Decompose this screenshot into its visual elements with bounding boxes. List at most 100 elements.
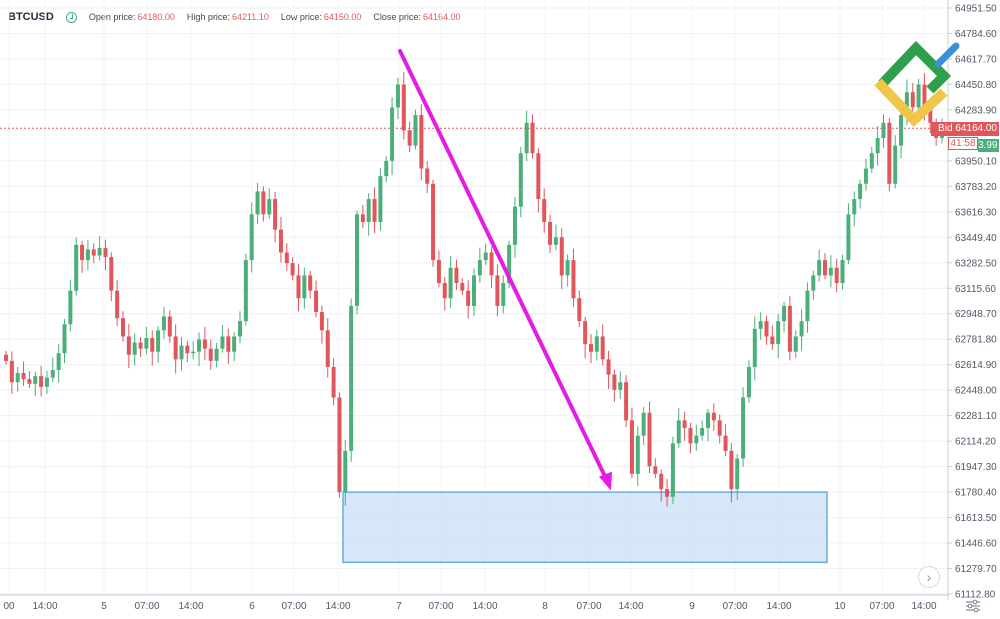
candle-body bbox=[390, 107, 395, 161]
settings-icon[interactable] bbox=[964, 598, 982, 614]
candle-body bbox=[255, 191, 260, 215]
candle-body bbox=[676, 420, 681, 444]
y-tick-label: 64283.90 bbox=[955, 105, 997, 116]
candle-body bbox=[214, 348, 219, 361]
y-tick-label: 62781.80 bbox=[955, 335, 997, 346]
candle-body bbox=[916, 84, 921, 108]
candle-body bbox=[425, 168, 430, 184]
candle-body bbox=[56, 353, 61, 371]
candle-body bbox=[817, 260, 822, 276]
candle-body bbox=[875, 137, 880, 154]
candle-body bbox=[232, 336, 237, 352]
x-tick-label: 14:00 bbox=[911, 601, 936, 612]
candle-body bbox=[349, 305, 354, 451]
candle-body bbox=[401, 84, 406, 131]
y-tick-label: 63282.50 bbox=[955, 258, 997, 269]
candle-body bbox=[197, 339, 202, 352]
candle-body bbox=[337, 397, 342, 493]
candle-body bbox=[746, 366, 751, 398]
candle-body bbox=[466, 290, 471, 306]
candle-body bbox=[670, 443, 675, 497]
candle-body bbox=[729, 450, 734, 490]
candle-body bbox=[823, 260, 827, 276]
y-tick-label: 63950.10 bbox=[955, 156, 997, 167]
candle-body bbox=[787, 305, 792, 352]
y-tick-label: 62281.10 bbox=[955, 411, 997, 422]
y-tick-label: 62614.90 bbox=[955, 360, 997, 371]
candle-body bbox=[805, 290, 810, 322]
x-tick-label: 9 bbox=[689, 601, 695, 612]
candle-timer: 41:58 bbox=[948, 137, 978, 150]
candle-body bbox=[717, 420, 722, 436]
candle-body bbox=[366, 199, 371, 222]
candle-body bbox=[448, 267, 453, 299]
candle-body bbox=[74, 244, 79, 291]
candle-body bbox=[68, 290, 73, 325]
candle-body bbox=[887, 122, 892, 184]
y-tick-label: 61613.50 bbox=[955, 513, 997, 524]
symbol-label[interactable]: BTCUSD bbox=[8, 11, 54, 23]
candle-body bbox=[296, 275, 301, 299]
candle-body bbox=[121, 318, 125, 337]
x-tick-label: 14:00 bbox=[618, 601, 643, 612]
candle-body bbox=[126, 336, 131, 355]
candle-body bbox=[752, 328, 757, 367]
candle-body bbox=[372, 199, 377, 222]
candle-body bbox=[659, 473, 664, 490]
high-price-value: 64211.10 bbox=[231, 12, 269, 22]
y-tick-label: 63115.60 bbox=[955, 284, 996, 295]
candle-body bbox=[723, 435, 728, 451]
candle-body bbox=[419, 115, 424, 169]
candle-body bbox=[770, 336, 775, 345]
candle-body bbox=[764, 321, 769, 337]
grid-lines bbox=[0, 0, 948, 595]
candle-body bbox=[776, 321, 781, 345]
candle-body bbox=[208, 348, 213, 361]
candle-body bbox=[612, 374, 617, 390]
candle-body bbox=[512, 206, 517, 245]
low-price-label: Low price: bbox=[280, 12, 322, 22]
candle-body bbox=[483, 252, 488, 261]
candle-body bbox=[834, 267, 839, 284]
candle-body bbox=[191, 351, 196, 354]
candle-body bbox=[589, 344, 593, 352]
candle-body bbox=[80, 244, 85, 261]
candle-body bbox=[103, 247, 108, 258]
y-tick-label: 63616.30 bbox=[955, 207, 997, 218]
candle-body bbox=[665, 489, 670, 497]
x-tick-label: 8 bbox=[542, 601, 548, 612]
scroll-to-latest-button[interactable]: › bbox=[918, 566, 940, 588]
candle-body bbox=[460, 283, 465, 291]
candle-body bbox=[179, 345, 184, 360]
candle-body bbox=[700, 428, 705, 436]
candle-body bbox=[226, 336, 231, 352]
candle-body bbox=[852, 199, 857, 215]
candle-body bbox=[395, 84, 400, 108]
candle-body bbox=[577, 298, 582, 322]
candle-body bbox=[243, 260, 248, 322]
candle-body bbox=[261, 191, 266, 215]
trend-arrow-head bbox=[599, 471, 612, 491]
x-tick-label: 07:00 bbox=[576, 601, 601, 612]
y-tick-label: 63449.40 bbox=[955, 233, 997, 244]
candle-body bbox=[711, 412, 716, 421]
time-axis: 00 14:00 5 07:00 14:00 6 07:00 14:00 7 07:00 14:00… bbox=[0, 594, 948, 612]
ask-price-tag: 3.99 bbox=[978, 139, 999, 152]
candle-body bbox=[869, 153, 874, 169]
clock-icon[interactable] bbox=[65, 11, 77, 23]
open-price-label: Open price: bbox=[88, 12, 136, 22]
candle-body bbox=[331, 366, 336, 398]
candle-body bbox=[565, 260, 570, 276]
x-tick-label: 14:00 bbox=[472, 601, 497, 612]
x-tick-label: 14:00 bbox=[32, 601, 57, 612]
candle-body bbox=[267, 199, 272, 215]
x-tick-label: 07:00 bbox=[722, 601, 747, 612]
candle-body bbox=[799, 321, 804, 337]
candle-body bbox=[167, 316, 172, 337]
y-tick-label: 61780.40 bbox=[955, 488, 997, 499]
candle-body bbox=[653, 466, 658, 474]
candle-body bbox=[442, 283, 447, 299]
y-tick-label: 62448.00 bbox=[955, 386, 997, 397]
x-tick-label: 6 bbox=[249, 601, 255, 612]
